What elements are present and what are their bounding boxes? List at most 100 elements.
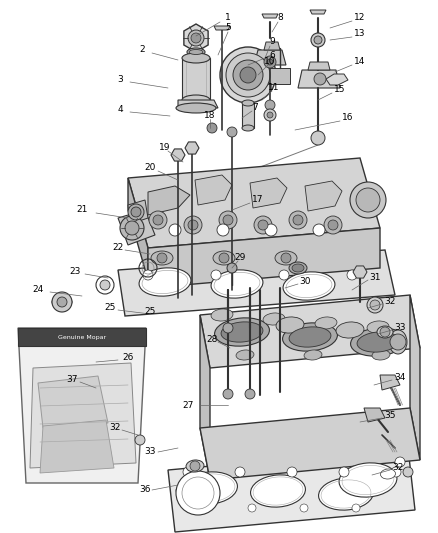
Text: 6: 6 bbox=[269, 51, 275, 60]
Text: 22: 22 bbox=[113, 244, 124, 253]
Text: 21: 21 bbox=[76, 206, 88, 214]
Circle shape bbox=[293, 215, 303, 225]
Circle shape bbox=[227, 263, 237, 273]
Circle shape bbox=[120, 216, 144, 240]
Circle shape bbox=[324, 216, 342, 234]
Polygon shape bbox=[254, 50, 286, 65]
Polygon shape bbox=[40, 420, 114, 473]
Polygon shape bbox=[38, 376, 108, 428]
Circle shape bbox=[196, 504, 204, 512]
Text: 4: 4 bbox=[117, 106, 123, 115]
Ellipse shape bbox=[350, 328, 406, 356]
Polygon shape bbox=[380, 375, 400, 390]
Circle shape bbox=[281, 253, 291, 263]
Ellipse shape bbox=[339, 463, 397, 497]
Text: 2: 2 bbox=[139, 45, 145, 54]
Circle shape bbox=[254, 216, 272, 234]
Circle shape bbox=[191, 33, 201, 43]
Text: 16: 16 bbox=[342, 114, 354, 123]
Polygon shape bbox=[264, 42, 280, 50]
Polygon shape bbox=[262, 14, 278, 18]
Polygon shape bbox=[128, 178, 148, 280]
Polygon shape bbox=[168, 448, 415, 532]
Ellipse shape bbox=[182, 53, 210, 63]
Ellipse shape bbox=[251, 475, 305, 507]
Ellipse shape bbox=[367, 321, 389, 333]
Ellipse shape bbox=[211, 270, 263, 298]
Circle shape bbox=[314, 73, 326, 85]
Circle shape bbox=[207, 123, 217, 133]
Text: 24: 24 bbox=[32, 286, 44, 295]
Polygon shape bbox=[326, 74, 348, 85]
Circle shape bbox=[188, 30, 204, 46]
Circle shape bbox=[176, 471, 220, 515]
Circle shape bbox=[217, 224, 229, 236]
Circle shape bbox=[184, 216, 202, 234]
Circle shape bbox=[367, 297, 383, 313]
Circle shape bbox=[370, 300, 380, 310]
Text: 32: 32 bbox=[384, 297, 396, 306]
Polygon shape bbox=[308, 62, 330, 70]
Circle shape bbox=[169, 224, 181, 236]
Text: 33: 33 bbox=[394, 324, 406, 333]
Circle shape bbox=[157, 253, 167, 263]
Ellipse shape bbox=[275, 251, 297, 265]
Circle shape bbox=[265, 224, 277, 236]
Text: 36: 36 bbox=[139, 486, 151, 495]
Polygon shape bbox=[118, 250, 395, 316]
Ellipse shape bbox=[276, 317, 304, 333]
Text: 3: 3 bbox=[117, 76, 123, 85]
Ellipse shape bbox=[381, 469, 396, 479]
Circle shape bbox=[223, 323, 233, 333]
Polygon shape bbox=[128, 158, 380, 248]
Circle shape bbox=[96, 276, 114, 294]
Ellipse shape bbox=[189, 50, 203, 54]
Circle shape bbox=[264, 109, 276, 121]
Ellipse shape bbox=[292, 264, 304, 272]
Text: 34: 34 bbox=[394, 374, 406, 383]
Polygon shape bbox=[214, 26, 230, 30]
Circle shape bbox=[350, 182, 386, 218]
Circle shape bbox=[356, 188, 380, 212]
Ellipse shape bbox=[372, 350, 390, 360]
Circle shape bbox=[279, 270, 289, 280]
Circle shape bbox=[235, 467, 245, 477]
Ellipse shape bbox=[242, 125, 254, 131]
Polygon shape bbox=[310, 10, 326, 14]
Circle shape bbox=[52, 292, 72, 312]
Circle shape bbox=[258, 220, 268, 230]
Circle shape bbox=[100, 280, 110, 290]
Circle shape bbox=[125, 221, 139, 235]
Ellipse shape bbox=[176, 103, 216, 113]
Text: 25: 25 bbox=[104, 303, 116, 312]
Ellipse shape bbox=[318, 478, 374, 510]
Text: 31: 31 bbox=[369, 273, 381, 282]
Text: 30: 30 bbox=[299, 278, 311, 287]
Polygon shape bbox=[18, 328, 146, 346]
Circle shape bbox=[339, 467, 349, 477]
Polygon shape bbox=[200, 295, 420, 368]
Polygon shape bbox=[118, 210, 155, 245]
Polygon shape bbox=[298, 70, 340, 88]
Ellipse shape bbox=[304, 350, 322, 360]
Polygon shape bbox=[148, 228, 380, 288]
Ellipse shape bbox=[236, 350, 254, 360]
Text: 1: 1 bbox=[225, 13, 231, 22]
Ellipse shape bbox=[336, 322, 364, 338]
Ellipse shape bbox=[377, 326, 393, 338]
Circle shape bbox=[311, 33, 325, 47]
Polygon shape bbox=[195, 175, 232, 205]
Ellipse shape bbox=[211, 309, 233, 321]
Ellipse shape bbox=[186, 460, 204, 472]
Ellipse shape bbox=[52, 297, 72, 307]
Circle shape bbox=[313, 224, 325, 236]
Circle shape bbox=[352, 504, 360, 512]
Circle shape bbox=[226, 53, 270, 97]
Circle shape bbox=[233, 60, 263, 90]
Text: 29: 29 bbox=[234, 254, 246, 262]
Ellipse shape bbox=[263, 313, 285, 325]
Text: 9: 9 bbox=[269, 37, 275, 46]
Circle shape bbox=[328, 220, 338, 230]
Circle shape bbox=[267, 112, 273, 118]
Ellipse shape bbox=[176, 484, 194, 496]
